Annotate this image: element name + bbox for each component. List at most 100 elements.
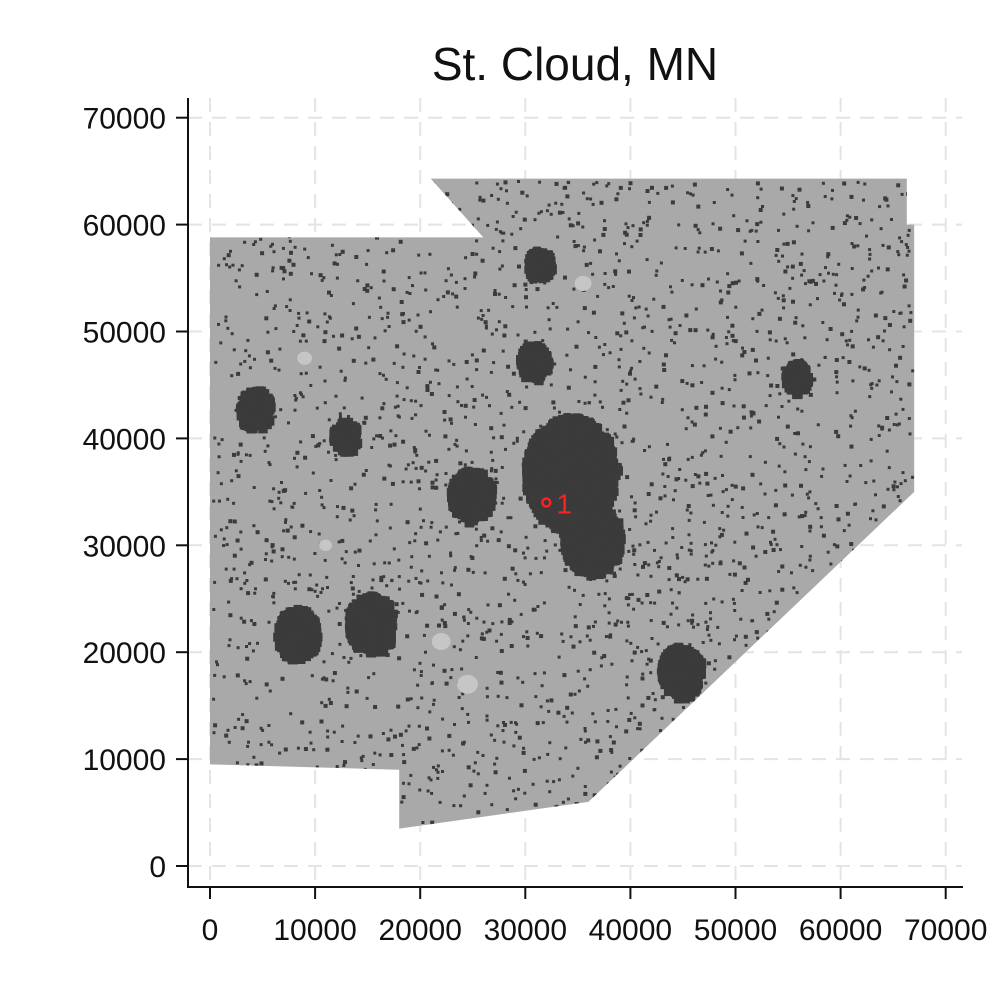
- development-dot: [767, 516, 770, 519]
- development-dot: [736, 228, 740, 232]
- development-dot: [271, 183, 274, 186]
- development-dot: [850, 615, 853, 618]
- development-dot: [456, 400, 459, 403]
- development-dot: [886, 267, 890, 271]
- development-dot: [393, 443, 397, 447]
- development-dot: [759, 591, 762, 594]
- development-dot: [896, 423, 899, 426]
- development-dot: [288, 204, 292, 208]
- development-dot: [835, 284, 838, 287]
- development-dot: [420, 569, 423, 572]
- development-dot: [790, 772, 794, 776]
- development-dot: [719, 427, 722, 430]
- development-dot: [405, 729, 408, 732]
- development-dot: [714, 544, 717, 547]
- development-dot: [780, 588, 784, 592]
- development-dot: [471, 353, 474, 356]
- development-dot: [791, 265, 795, 269]
- development-dot: [526, 547, 529, 550]
- development-dot: [401, 744, 404, 747]
- development-dot: [212, 698, 215, 701]
- development-dot: [285, 305, 288, 308]
- development-dot: [514, 797, 517, 800]
- development-dot: [881, 536, 884, 539]
- development-dot: [625, 596, 629, 600]
- development-dot: [848, 339, 851, 342]
- development-dot: [278, 348, 281, 351]
- development-dot: [563, 187, 566, 190]
- development-dot: [684, 314, 688, 318]
- development-dot: [851, 379, 854, 382]
- development-dot: [438, 828, 441, 831]
- development-dot: [375, 533, 378, 536]
- development-dot: [835, 504, 839, 508]
- development-dot: [480, 318, 483, 321]
- development-dot: [609, 735, 612, 738]
- development-dot: [536, 721, 540, 725]
- development-dot: [878, 205, 881, 208]
- development-dot: [614, 623, 618, 627]
- development-dot: [787, 400, 790, 403]
- development-dot: [446, 290, 450, 294]
- development-dot: [628, 528, 631, 531]
- development-dot: [643, 326, 646, 329]
- development-dot: [774, 489, 777, 492]
- development-dot: [365, 263, 368, 266]
- development-dot: [755, 555, 758, 558]
- development-dot: [683, 752, 687, 756]
- development-dot: [627, 270, 631, 274]
- development-dot: [325, 748, 329, 752]
- development-dot: [498, 320, 501, 323]
- development-dot: [424, 271, 427, 274]
- development-dot: [618, 809, 621, 812]
- development-dot: [791, 194, 794, 197]
- development-dot: [364, 768, 367, 771]
- development-dot: [765, 732, 768, 735]
- development-dot: [337, 231, 340, 234]
- development-dot: [639, 387, 642, 390]
- development-dot: [667, 475, 670, 478]
- development-dot: [713, 201, 716, 204]
- development-dot: [814, 797, 817, 800]
- development-dot: [212, 500, 215, 503]
- development-dot: [434, 459, 438, 463]
- development-dot: [782, 294, 785, 297]
- development-dot: [830, 699, 833, 702]
- development-dot: [576, 767, 579, 770]
- development-dot: [630, 245, 633, 248]
- development-dot: [592, 183, 595, 186]
- development-dot: [610, 771, 613, 774]
- development-dot: [799, 484, 803, 488]
- development-dot: [504, 180, 508, 184]
- development-dot: [887, 488, 890, 491]
- development-dot: [655, 747, 659, 751]
- development-dot: [761, 526, 764, 529]
- development-dot: [507, 593, 510, 596]
- development-dot: [263, 436, 266, 439]
- development-dot: [225, 805, 228, 808]
- development-dot: [806, 493, 809, 496]
- development-dot: [353, 201, 356, 204]
- development-dot: [441, 619, 444, 622]
- development-dot: [709, 611, 712, 614]
- development-dot: [726, 291, 730, 295]
- development-dot: [820, 637, 823, 640]
- development-dot: [768, 641, 772, 645]
- development-dot: [842, 182, 846, 186]
- development-dot: [414, 413, 417, 416]
- development-dot: [847, 728, 850, 731]
- development-dot: [463, 795, 466, 798]
- development-dot: [428, 434, 431, 437]
- development-dot: [863, 366, 867, 370]
- development-dot: [804, 468, 807, 471]
- development-dot: [328, 418, 331, 421]
- development-dot: [732, 339, 735, 342]
- development-dot: [344, 561, 347, 564]
- development-dot: [420, 593, 424, 597]
- development-dot: [800, 274, 803, 277]
- development-dot: [279, 195, 282, 198]
- development-dot: [792, 240, 796, 244]
- development-dot: [217, 789, 220, 792]
- development-dot: [356, 279, 359, 282]
- development-dot: [525, 288, 528, 291]
